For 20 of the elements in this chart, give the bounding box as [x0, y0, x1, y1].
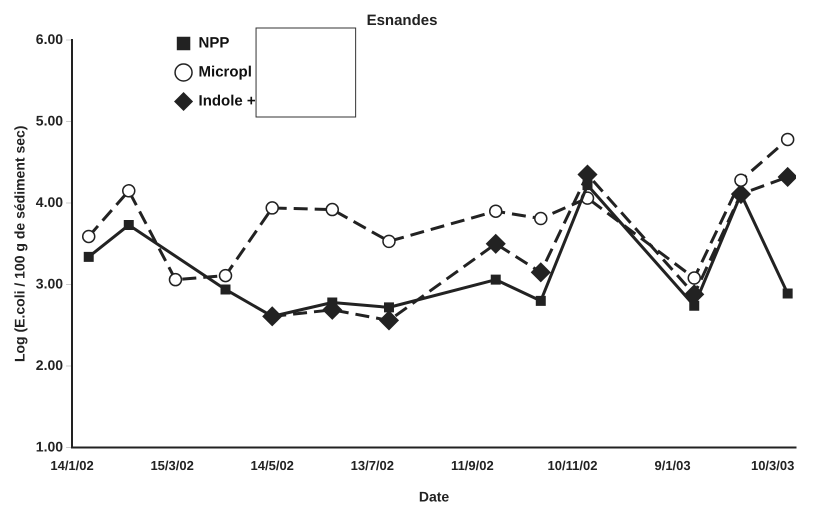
y-tick-label: 5.00 [36, 112, 64, 128]
x-tick-label: 9/1/03 [654, 458, 691, 473]
x-tick-label: 11/9/02 [451, 458, 494, 473]
x-tick-label: 10/11/02 [548, 458, 598, 473]
legend-label: Indole + [198, 92, 256, 110]
x-tick-label: 13/7/02 [350, 458, 394, 473]
x-tick-label: 14/1/02 [50, 458, 94, 473]
x-axis-title: Date [418, 488, 450, 504]
y-tick-label: 6.00 [36, 30, 64, 47]
y-tick-label: 4.00 [36, 194, 64, 210]
x-tick-label: 10/3/03 [750, 458, 794, 473]
x-tick-label: 15/3/02 [150, 458, 194, 473]
legend-label: Micropl [198, 64, 252, 81]
legend-label: NPP [198, 34, 230, 52]
x-tick-label: 14/5/02 [250, 458, 294, 473]
y-tick-label: 1.00 [36, 438, 64, 454]
chart-title: Esnandes [366, 12, 438, 30]
y-tick-label: 2.00 [36, 356, 64, 373]
y-tick-label: 3.00 [36, 275, 64, 292]
y-axis-title: Log (E.coli / 100 g de sédiment sec) [11, 126, 28, 362]
